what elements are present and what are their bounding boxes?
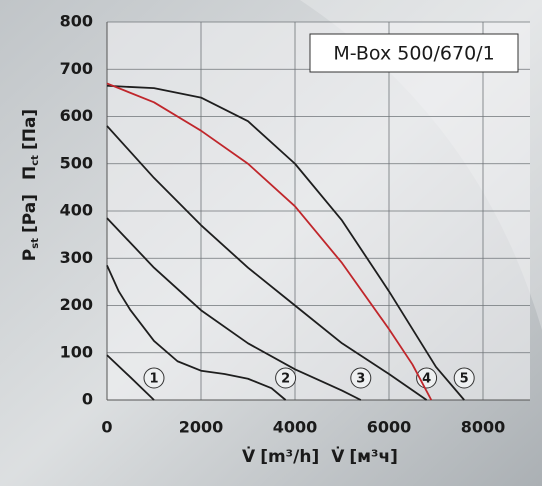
curve-label: 5 <box>460 372 469 387</box>
y-tick-label: 400 <box>60 201 93 220</box>
fan-curve <box>106 354 155 401</box>
y-tick-label: 200 <box>60 295 93 314</box>
y-tick-label: 300 <box>60 248 93 267</box>
x-axis-label: V̇ [m³/h] V̇ [м³ч] <box>242 446 398 467</box>
x-symbol: V̇ <box>242 446 256 467</box>
chart-title: M-Box 500/670/1 <box>333 43 494 65</box>
x-tick-label: 8000 <box>461 418 506 437</box>
curve-marker <box>143 367 165 389</box>
curve-label: 2 <box>281 372 290 387</box>
y-symbol-ru: П <box>20 166 40 180</box>
curve-marker <box>350 367 372 389</box>
x-unit: [m³/h] <box>260 447 319 467</box>
fan-curve <box>106 125 428 401</box>
x-unit-ru: [м³ч] <box>349 447 398 467</box>
y-tick-label: 700 <box>60 59 93 78</box>
y-tick-label: 800 <box>60 12 93 31</box>
fan-curve <box>106 82 433 401</box>
y-tick-label: 600 <box>60 106 93 125</box>
curve-label: 3 <box>356 372 365 387</box>
fan-curve <box>106 84 465 401</box>
y-tick-label: 500 <box>60 153 93 172</box>
y-subscript: st <box>30 238 41 249</box>
curve-label: 1 <box>149 372 158 387</box>
curve-marker <box>453 367 475 389</box>
y-label-text: Pst [Pa] Пct [Па] <box>20 109 41 261</box>
fan-curve <box>106 217 362 401</box>
y-tick-label: 0 <box>82 390 93 409</box>
y-symbol: P <box>20 249 40 261</box>
title-box <box>309 33 519 73</box>
y-tick-label: 100 <box>60 342 93 361</box>
curve-marker <box>275 367 297 389</box>
x-symbol-ru: V̇ <box>331 446 345 467</box>
y-unit: [Pa] <box>20 194 40 233</box>
curve-label: 4 <box>422 372 431 387</box>
x-tick-label: 6000 <box>367 418 412 437</box>
y-unit-ru: [Па] <box>20 109 40 150</box>
fan-curve <box>106 264 287 401</box>
x-tick-label: 4000 <box>273 418 318 437</box>
x-tick-label: 2000 <box>179 418 224 437</box>
y-axis-label: Pst [Pa] Пct [Па] <box>20 109 41 261</box>
x-tick-label: 0 <box>101 418 112 437</box>
y-subscript-ru: ct <box>30 155 41 166</box>
